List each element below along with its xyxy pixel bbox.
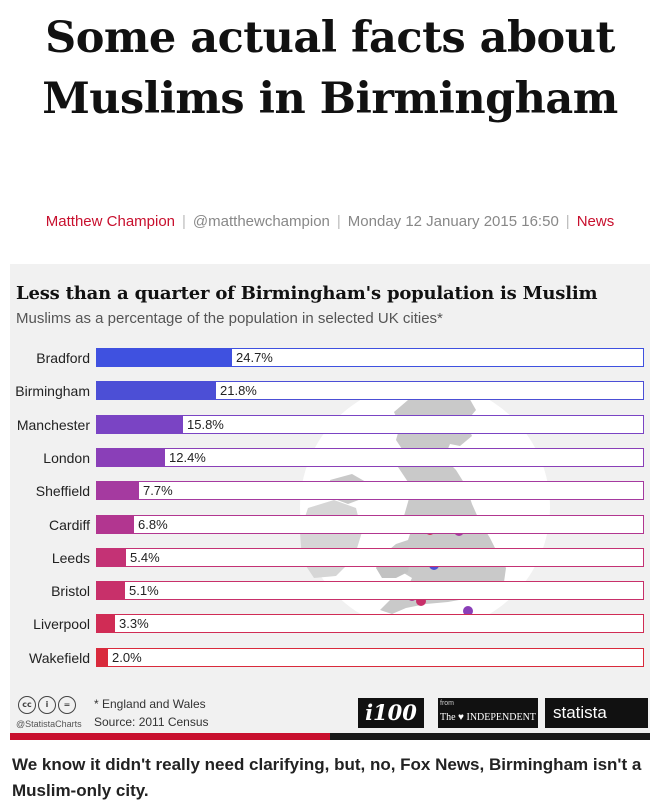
bar <box>97 582 125 600</box>
bar <box>97 415 183 433</box>
chart-subtitle: Muslims as a percentage of the populatio… <box>16 310 443 327</box>
city-label: Wakefield <box>29 649 90 666</box>
bar-row: Bristol 5.1% <box>10 576 650 609</box>
bar <box>97 615 115 633</box>
bar-value-label: 15.8% <box>187 416 224 432</box>
bar-row: Cardiff 6.8% <box>10 510 650 543</box>
bar-track: 24.7% <box>96 348 644 367</box>
bar-value-label: 7.7% <box>143 483 173 499</box>
bar-track: 6.8% <box>96 514 644 534</box>
bar-value-label: 3.3% <box>119 616 149 632</box>
publish-date: Monday 12 January 2015 16:50 <box>347 213 559 230</box>
author-link[interactable]: Matthew Champion <box>45 213 176 230</box>
cc-icon: cc <box>18 696 36 714</box>
city-label: Bradford <box>36 350 90 366</box>
bar-row: London 12.4% <box>10 443 650 476</box>
chart-footer: cc i = @StatistaCharts * England and Wal… <box>10 688 650 740</box>
no-derivatives-icon: = <box>58 696 76 714</box>
independent-label: The ♥ INDEPENDENT <box>440 712 536 723</box>
bar-track: 5.4% <box>96 547 644 567</box>
byline-separator: | <box>336 213 341 230</box>
bar-value-label: 21.8% <box>220 383 257 399</box>
bar-value-label: 12.4% <box>169 449 206 465</box>
from-label: from <box>440 700 454 707</box>
map-dot-london <box>463 606 473 616</box>
city-label: London <box>43 449 90 466</box>
bar-row: Sheffield 7.7% <box>10 476 650 509</box>
bar-value-label: 5.4% <box>130 549 160 565</box>
bar-value-label: 24.7% <box>236 350 273 365</box>
bar-value-label: 5.1% <box>129 583 159 599</box>
chart-card: Less than a quarter of Birmingham's popu… <box>10 264 650 740</box>
byline-separator: | <box>565 213 570 230</box>
headline: Some actual facts about Muslims in Birmi… <box>42 13 618 124</box>
city-label: Liverpool <box>33 616 90 633</box>
license-icons: cc i = <box>18 696 76 714</box>
city-label: Sheffield <box>35 483 90 500</box>
city-label: Leeds <box>51 549 90 566</box>
section-link[interactable]: News <box>576 213 615 230</box>
chart-footnote: * England and Wales <box>94 697 206 711</box>
city-label: Birmingham <box>15 383 90 400</box>
bar-row: Leeds 5.4% <box>10 543 650 576</box>
bar-track: 5.1% <box>96 581 644 601</box>
city-label: Bristol <box>51 583 90 600</box>
i100-logo[interactable]: i100 <box>358 698 424 728</box>
bar-row: Bradford 24.7% <box>10 343 650 376</box>
statista-logo[interactable]: statista <box>545 698 648 728</box>
bar <box>97 448 165 466</box>
bar-track: 21.8% <box>96 381 644 401</box>
bar <box>97 648 108 666</box>
footer-stripe <box>10 733 650 740</box>
bar-row: Liverpool 3.3% <box>10 609 650 642</box>
bar-value-label: 2.0% <box>112 649 142 665</box>
chart-title: Less than a quarter of Birmingham's popu… <box>16 283 598 304</box>
bar-value-label: 6.8% <box>138 516 168 532</box>
bar <box>97 482 139 500</box>
bar-track: 2.0% <box>96 647 644 667</box>
city-label: Cardiff <box>49 516 90 533</box>
city-label: Manchester <box>16 416 90 433</box>
chart-source: Source: 2011 Census <box>94 715 209 729</box>
byline-separator: | <box>182 213 186 230</box>
bar-track: 15.8% <box>96 414 644 434</box>
author-handle[interactable]: @matthewchampion <box>192 213 330 230</box>
bar <box>97 515 134 533</box>
bar-track: 3.3% <box>96 614 644 634</box>
bar <box>97 548 126 566</box>
statista-handle: @StatistaCharts <box>16 719 82 729</box>
bar-row: Wakefield 2.0% <box>10 643 650 676</box>
independent-logo[interactable]: from The ♥ INDEPENDENT <box>438 698 538 728</box>
bar-track: 7.7% <box>96 481 644 501</box>
bar <box>97 382 216 400</box>
bar-row: Birmingham 21.8% <box>10 376 650 409</box>
bar-track: 12.4% <box>96 447 644 467</box>
bar <box>97 349 232 366</box>
attribution-icon: i <box>38 696 56 714</box>
article-caption: We know it didn't really need clarifying… <box>12 755 642 800</box>
byline: Matthew Champion | @matthewchampion | Monday… <box>0 213 660 230</box>
bar-row: Manchester 15.8% <box>10 410 650 443</box>
